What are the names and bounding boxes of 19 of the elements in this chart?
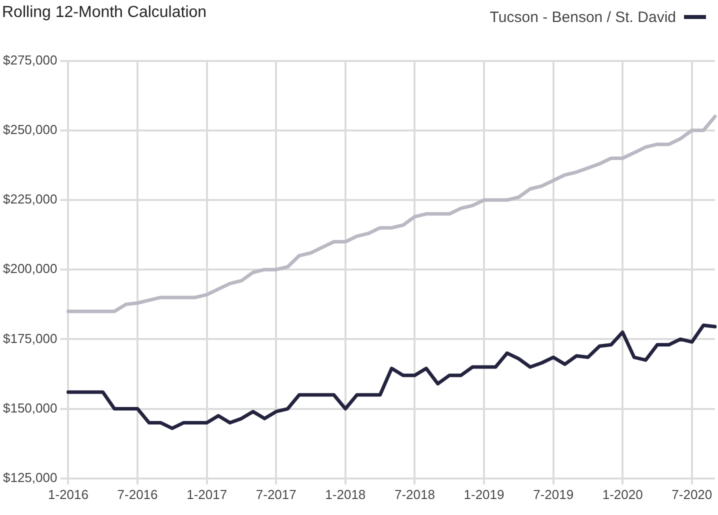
x-tick-label: 1-2017 (186, 486, 228, 502)
x-tick-label: 1-2018 (325, 486, 366, 502)
x-tick-label: 1-2020 (602, 486, 643, 502)
y-tick-label: $125,000 (2, 470, 58, 485)
x-tick-label: 1-2016 (48, 486, 88, 502)
chart-title: Rolling 12-Month Calculation (2, 4, 207, 22)
x-tick-label: 7-2020 (672, 486, 712, 502)
y-tick-label: $175,000 (2, 330, 58, 346)
legend-label: Tucson - Benson / St. David (490, 8, 676, 26)
y-tick-label: $225,000 (2, 192, 58, 207)
x-tick-label: 7-2018 (394, 486, 435, 502)
x-tick-label: 7-2016 (117, 486, 158, 502)
y-tick-label: $150,000 (2, 400, 58, 416)
y-tick-label: $200,000 (2, 261, 58, 276)
x-tick-label: 1-2019 (464, 486, 504, 502)
x-tick-label: 7-2019 (533, 486, 574, 502)
x-tick-label: 7-2017 (256, 486, 296, 502)
y-tick-label: $250,000 (2, 122, 58, 137)
y-tick-label: $275,000 (2, 52, 58, 68)
